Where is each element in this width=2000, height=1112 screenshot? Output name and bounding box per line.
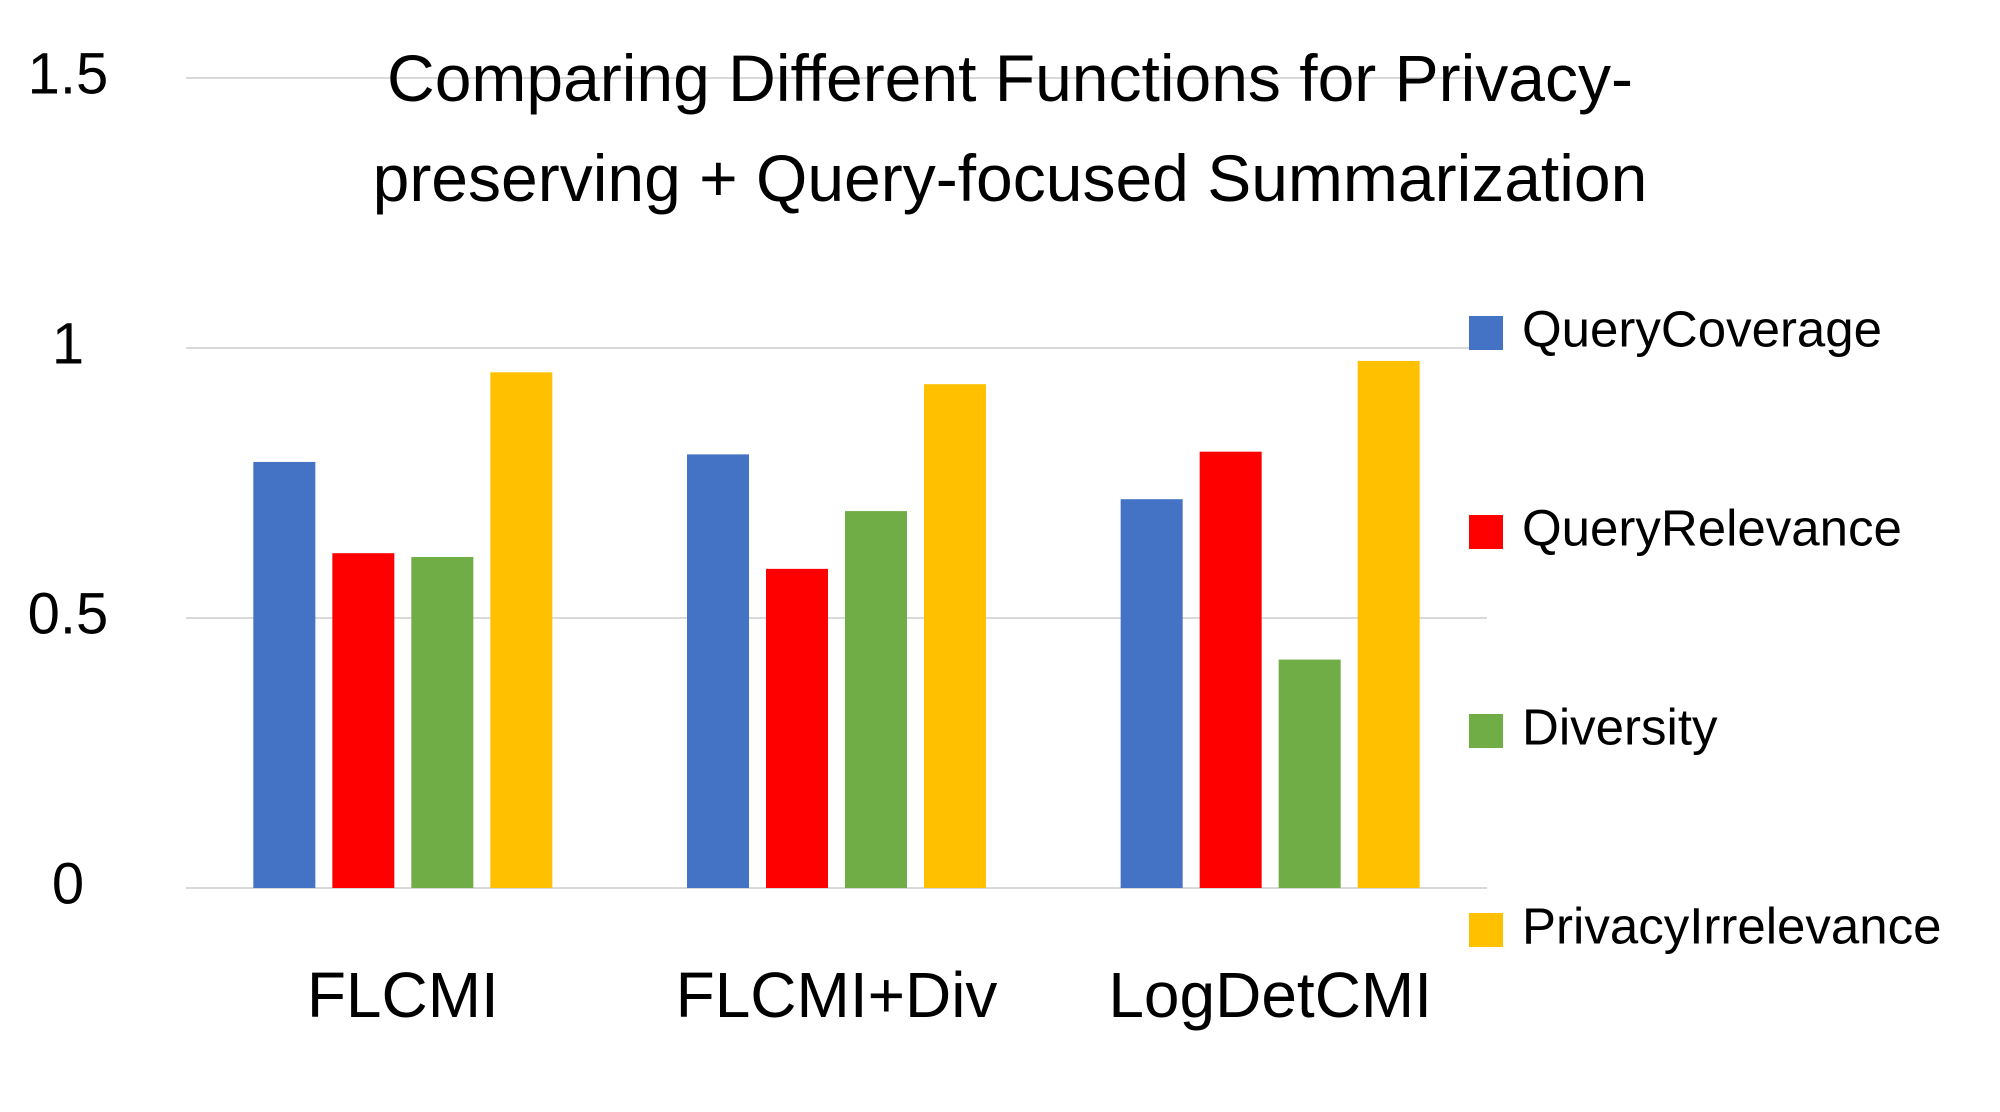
bar	[1278, 659, 1341, 888]
bar	[766, 568, 828, 888]
x-tick-label: FLCMI	[307, 959, 499, 1031]
legend-label: QueryCoverage	[1522, 300, 1882, 357]
legend-label: Diversity	[1522, 698, 1718, 755]
legend-label: QueryRelevance	[1522, 499, 1902, 556]
legend-swatch	[1469, 714, 1503, 748]
y-tick-label: 1	[52, 311, 84, 376]
chart-title: Comparing Different Functions for Privac…	[372, 41, 1648, 215]
y-tick-label: 0.5	[28, 581, 109, 646]
x-tick-label: FLCMI+Div	[676, 959, 998, 1031]
y-tick-label: 1.5	[28, 41, 109, 106]
bar	[1120, 499, 1183, 888]
x-tick-label: LogDetCMI	[1108, 959, 1432, 1031]
bar	[845, 511, 907, 888]
y-tick-label: 0	[52, 851, 84, 916]
bar	[490, 372, 553, 888]
bar	[253, 461, 316, 888]
legend-swatch	[1469, 515, 1503, 549]
legend-label: PrivacyIrrelevance	[1522, 897, 1941, 954]
legend-swatch	[1469, 913, 1503, 947]
legend-swatch	[1469, 316, 1503, 350]
bar	[411, 556, 474, 888]
bar	[687, 454, 749, 888]
bar	[1357, 360, 1420, 889]
bar	[924, 384, 986, 888]
bar	[1199, 451, 1262, 888]
bar	[332, 553, 395, 888]
